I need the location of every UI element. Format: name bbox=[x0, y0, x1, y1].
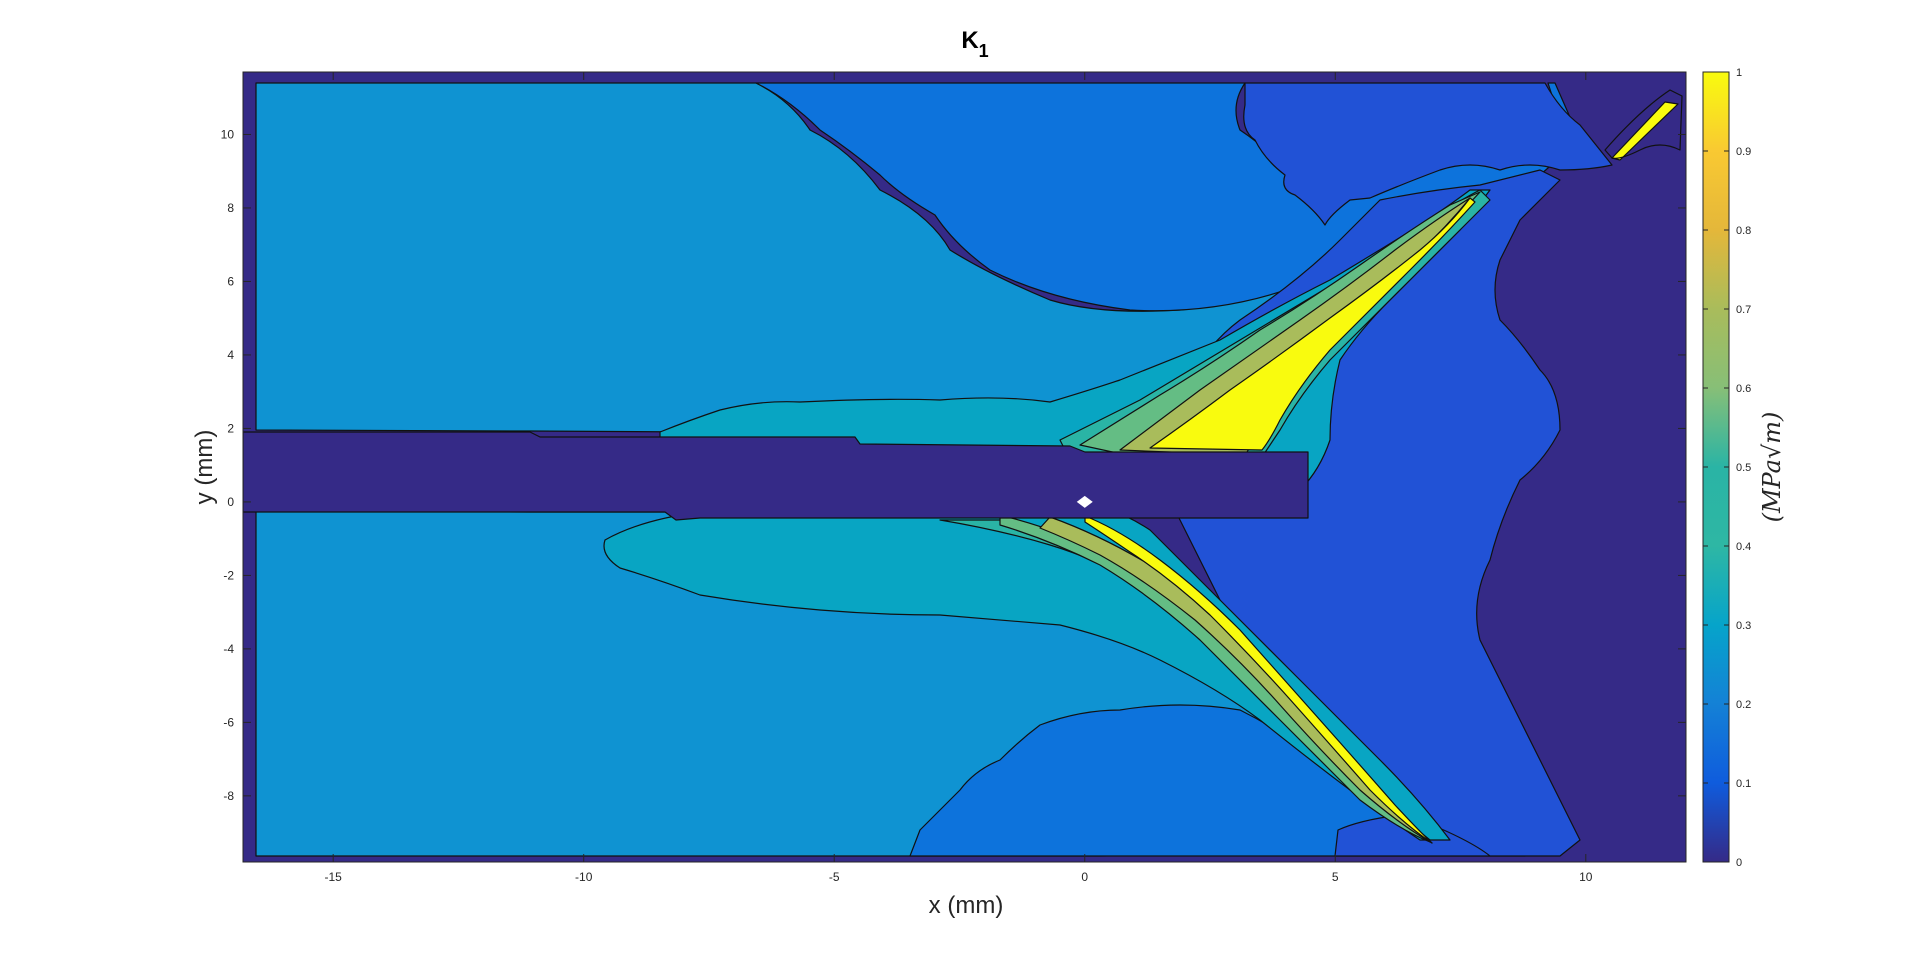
colorbar-tick-label: 0.4 bbox=[1736, 541, 1751, 553]
y-axis-title: y (mm) bbox=[191, 430, 218, 505]
colorbar-tick-label: 0.3 bbox=[1736, 620, 1751, 632]
x-tick-label: 10 bbox=[1579, 870, 1593, 884]
y-tick-label: 6 bbox=[227, 274, 234, 288]
colorbar-tick-label: 0.1 bbox=[1736, 778, 1751, 790]
colorbar-tick-label: 0.7 bbox=[1736, 304, 1751, 316]
x-tick-label: 0 bbox=[1081, 870, 1088, 884]
y-tick-label: 4 bbox=[227, 348, 234, 362]
corner-branch bbox=[1611, 101, 1679, 161]
y-tick-label: 0 bbox=[227, 495, 234, 509]
chart-title-subscript: 1 bbox=[979, 41, 989, 61]
y-tick-label: -2 bbox=[223, 568, 234, 582]
colorbar-tick-label: 1 bbox=[1736, 67, 1742, 79]
colorbar-tick-label: 0.8 bbox=[1736, 225, 1751, 237]
crack-tip-marker bbox=[1076, 495, 1093, 508]
y-tick-label: -8 bbox=[223, 789, 234, 803]
x-tick-label: -5 bbox=[829, 870, 840, 884]
level-10-region-upper bbox=[1149, 197, 1476, 451]
colorbar-axis: 0 0.1 0.2 0.3 0.4 0.5 0.6 0.7 0.8 0.9 1 bbox=[1703, 67, 1751, 869]
y-tick-label: -6 bbox=[223, 715, 234, 729]
y-axis: -8 -6 -4 -2 0 2 4 6 8 10 bbox=[221, 127, 1686, 803]
corner-branch-outline bbox=[1604, 89, 1683, 159]
y-tick-label: 8 bbox=[227, 201, 234, 215]
x-axis: -15 -10 -5 0 5 10 bbox=[325, 72, 1593, 884]
colorbar-tick-label: 0 bbox=[1736, 857, 1742, 869]
x-tick-label: -10 bbox=[575, 870, 593, 884]
colorbar-tick-label: 0.5 bbox=[1736, 462, 1751, 474]
contour-plot bbox=[243, 72, 1686, 862]
y-tick-label: 2 bbox=[227, 421, 234, 435]
x-axis-title: x (mm) bbox=[929, 892, 1004, 919]
colorbar-tick-label: 0.2 bbox=[1736, 699, 1751, 711]
notch-region bbox=[243, 431, 1309, 521]
y-tick-label: 10 bbox=[221, 127, 235, 141]
colorbar-tick-label: 0.9 bbox=[1736, 146, 1751, 158]
chart-title: K1 bbox=[961, 27, 988, 61]
chart-title-main: K bbox=[961, 27, 979, 54]
colorbar-unit-label: (MPa√m) bbox=[1758, 412, 1786, 523]
plot-frame bbox=[242, 71, 1687, 863]
x-tick-label: 5 bbox=[1332, 870, 1339, 884]
y-tick-label: -4 bbox=[223, 642, 234, 656]
level-10-region-lower bbox=[1084, 515, 1433, 844]
x-tick-label: -15 bbox=[325, 870, 343, 884]
colorbar-tick-label: 0.6 bbox=[1736, 383, 1751, 395]
level-01-region-upper bbox=[1243, 82, 1613, 226]
